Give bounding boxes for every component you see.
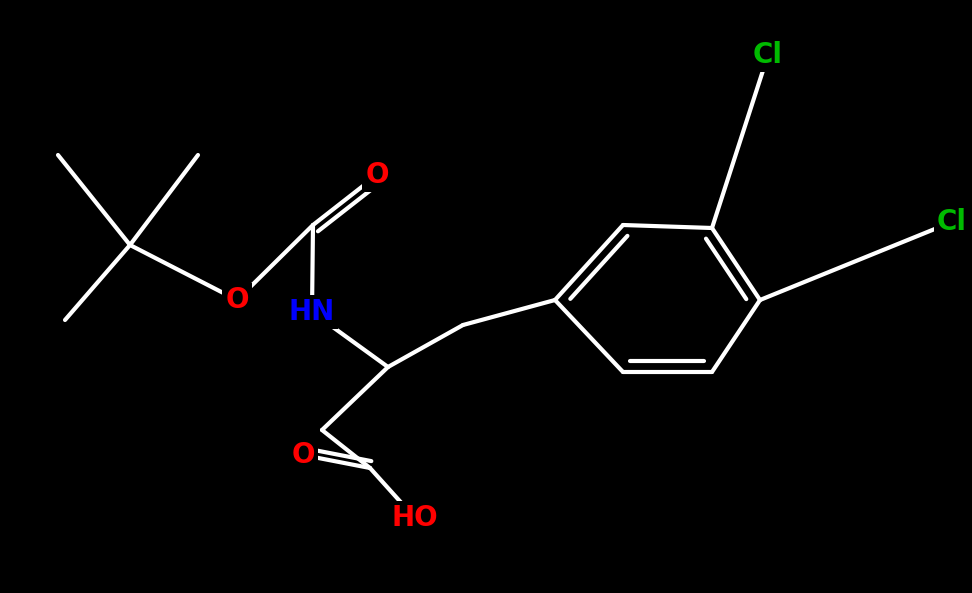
Text: Cl: Cl: [937, 208, 967, 236]
Text: HN: HN: [289, 298, 335, 326]
Text: O: O: [292, 441, 315, 469]
Text: O: O: [226, 286, 249, 314]
Text: HO: HO: [392, 504, 438, 532]
Text: O: O: [365, 161, 389, 189]
Text: Cl: Cl: [753, 41, 783, 69]
